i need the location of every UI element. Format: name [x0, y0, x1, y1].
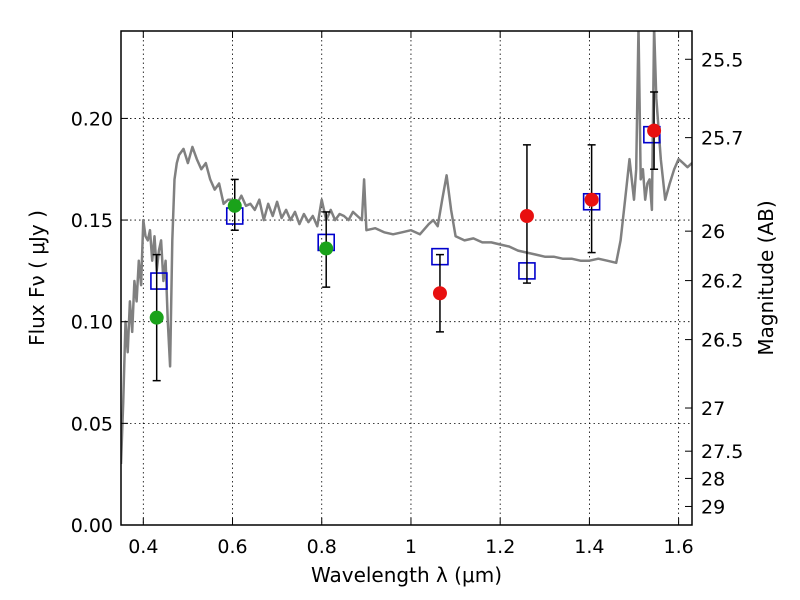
x-tick-label: 1: [405, 536, 417, 558]
x-tick-label: 1.6: [664, 536, 694, 558]
right-tick-label: 25.7: [701, 128, 743, 150]
observed-point-circle: [227, 198, 242, 213]
right-tick-label: 25.5: [701, 49, 743, 71]
observed-point-circle: [647, 123, 662, 138]
y-tick-label: 0.10: [71, 312, 113, 334]
series-layer: [121, 31, 692, 465]
observed-point-circle: [519, 208, 534, 223]
y-tick-label: 0.20: [71, 108, 113, 130]
model-spectrum-line: [121, 31, 692, 465]
y-axis-label-left: Flux Fν ( μJy ): [25, 210, 49, 346]
right-tick-label: 27: [701, 398, 725, 420]
right-tick-label: 27.5: [701, 441, 743, 463]
x-tick-label: 0.6: [217, 536, 247, 558]
tick-marks: [121, 31, 692, 526]
grid-lines: [121, 31, 692, 526]
x-tick-label: 1.2: [485, 536, 515, 558]
plot-frame: [120, 30, 693, 526]
observed-point-circle: [432, 286, 447, 301]
observed-point-circle: [319, 241, 334, 256]
observed-point-circle: [149, 310, 164, 325]
model-point-square: [150, 272, 168, 290]
x-tick-label: 0.8: [307, 536, 337, 558]
right-tick-label: 29: [701, 496, 725, 518]
y-axis-label-right: Magnitude (AB): [754, 200, 778, 355]
tick-labels: 0.4 0.6 0.8 1 1.2 1.4 1.6 0.00 0.05 0.10 0.15 0.20 2…: [71, 49, 744, 558]
right-tick-label: 26.5: [701, 330, 743, 352]
right-tick-label: 26: [701, 221, 725, 243]
right-tick-label: 26.2: [701, 271, 743, 293]
y-tick-label: 0.05: [71, 413, 113, 435]
x-axis-label: Wavelength λ (μm): [311, 563, 502, 587]
right-tick-label: 28: [701, 468, 725, 490]
x-tick-label: 1.4: [574, 536, 604, 558]
y-tick-label: 0.15: [71, 210, 113, 232]
observed-point-circle: [584, 192, 599, 207]
y-tick-label: 0.00: [71, 515, 113, 537]
x-tick-label: 0.4: [128, 536, 158, 558]
